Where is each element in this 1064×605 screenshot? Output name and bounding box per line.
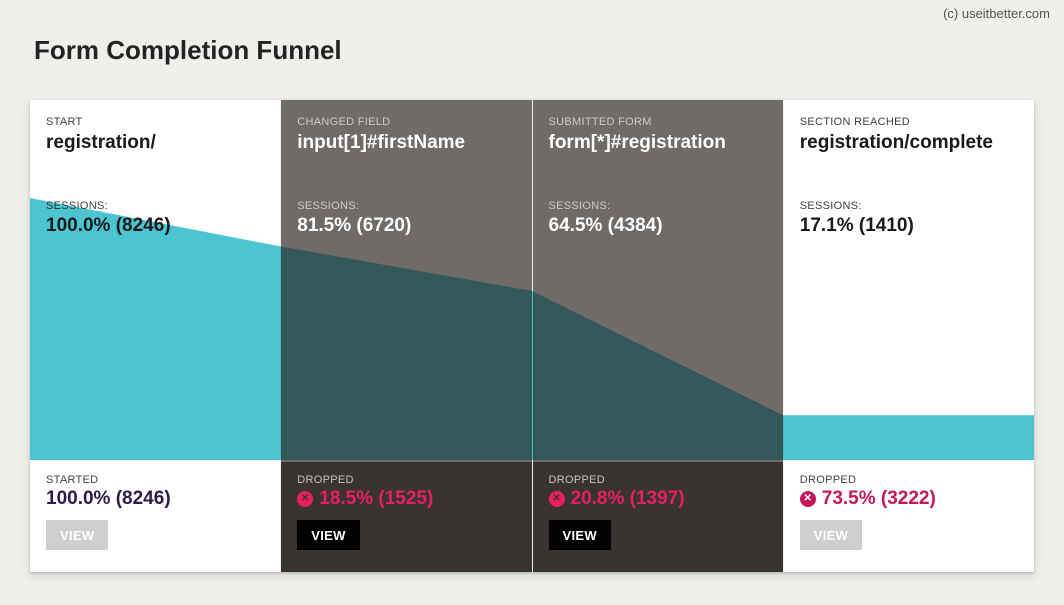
sessions-block: SESSIONS: 17.1% (1410): [800, 200, 1020, 237]
sessions-value: 64.5% (4384): [549, 215, 769, 237]
sessions-block: SESSIONS: 64.5% (4384): [549, 200, 769, 237]
stage-bottom: DROPPED 73.5% (3222) VIEW: [784, 462, 1034, 572]
funnel-stage: CHANGED FIELD input[1]#firstName SESSIONS:…: [281, 100, 532, 572]
funnel-chart: START registration/SESSIONS: 100.0% (8246)…: [30, 100, 1034, 572]
stage-header: CHANGED FIELD input[1]#firstName: [281, 100, 531, 154]
sessions-block: SESSIONS: 100.0% (8246): [46, 200, 266, 237]
view-button[interactable]: VIEW: [549, 520, 611, 550]
stage-bottom: DROPPED 20.8% (1397) VIEW: [533, 462, 783, 572]
view-button[interactable]: VIEW: [297, 520, 359, 550]
sessions-label: SESSIONS:: [297, 200, 517, 212]
stage-title: registration/: [46, 132, 266, 154]
close-circle-icon: [549, 491, 565, 507]
funnel-stage: START registration/SESSIONS: 100.0% (8246)…: [30, 100, 281, 572]
sessions-block: SESSIONS: 81.5% (6720): [297, 200, 517, 237]
dropped-value: 20.8% (1397): [549, 488, 769, 510]
stage-title: form[*]#registration: [549, 132, 769, 154]
view-button[interactable]: VIEW: [800, 520, 862, 550]
stage-label: SECTION REACHED: [800, 116, 1020, 128]
stage-header: SUBMITTED FORM form[*]#registration: [533, 100, 783, 154]
funnel-columns: START registration/SESSIONS: 100.0% (8246)…: [30, 100, 1034, 572]
bottom-value-text: 100.0% (8246): [46, 488, 171, 510]
dropped-value: 18.5% (1525): [297, 488, 517, 510]
sessions-label: SESSIONS:: [549, 200, 769, 212]
stage-label: CHANGED FIELD: [297, 116, 517, 128]
sessions-value: 17.1% (1410): [800, 215, 1020, 237]
started-value: 100.0% (8246): [46, 488, 266, 510]
sessions-label: SESSIONS:: [800, 200, 1020, 212]
dropped-value: 73.5% (3222): [800, 488, 1020, 510]
sessions-label: SESSIONS:: [46, 200, 266, 212]
stage-header: START registration/: [30, 100, 280, 154]
view-button[interactable]: VIEW: [46, 520, 108, 550]
attribution-text: (c) useitbetter.com: [0, 0, 1064, 21]
stage-bottom: DROPPED 18.5% (1525) VIEW: [281, 462, 531, 572]
bottom-label: DROPPED: [800, 474, 1020, 486]
stage-title: registration/complete: [800, 132, 1020, 154]
bottom-value-text: 20.8% (1397): [571, 488, 685, 510]
bottom-value-text: 73.5% (3222): [822, 488, 936, 510]
stage-label: START: [46, 116, 266, 128]
bottom-value-text: 18.5% (1525): [319, 488, 433, 510]
bottom-label: DROPPED: [297, 474, 517, 486]
stage-panel-bg: [281, 100, 531, 462]
stage-bottom: STARTED 100.0% (8246) VIEW: [30, 462, 280, 572]
funnel-stage: SUBMITTED FORM form[*]#registration SESSIO…: [533, 100, 784, 572]
stage-panel-bg: [533, 100, 783, 462]
close-circle-icon: [297, 491, 313, 507]
close-circle-icon: [800, 491, 816, 507]
funnel-stage: SECTION REACHED registration/complete SESS…: [784, 100, 1034, 572]
stage-header: SECTION REACHED registration/complete: [784, 100, 1034, 154]
stage-label: SUBMITTED FORM: [549, 116, 769, 128]
bottom-label: DROPPED: [549, 474, 769, 486]
sessions-value: 81.5% (6720): [297, 215, 517, 237]
sessions-value: 100.0% (8246): [46, 215, 266, 237]
page-title: Form Completion Funnel: [0, 21, 1064, 66]
bottom-label: STARTED: [46, 474, 266, 486]
stage-title: input[1]#firstName: [297, 132, 517, 154]
